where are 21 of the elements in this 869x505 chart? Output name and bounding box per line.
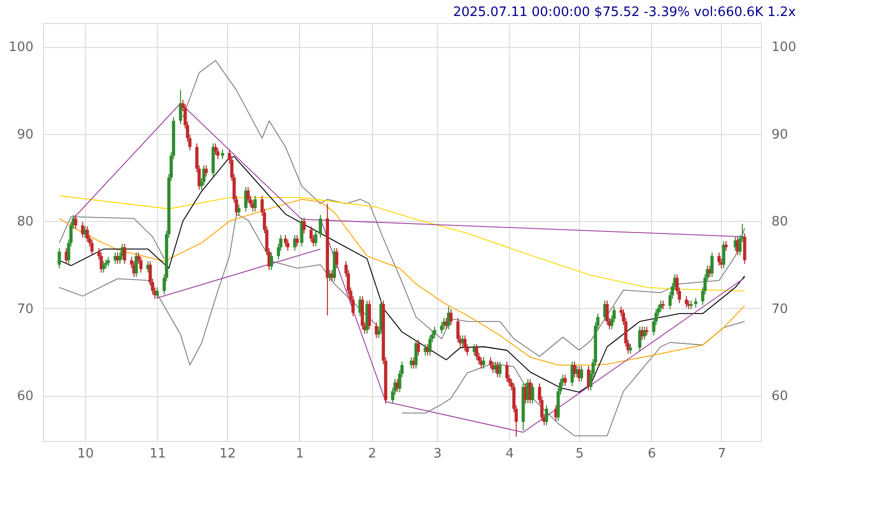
x-tick-label: 6 [648,446,656,462]
x-tick-label: 2 [368,446,376,462]
y2-tick-label: 70 [772,302,788,317]
y2-tick-label: 80 [772,214,788,230]
x-tick-label: 5 [576,446,584,462]
y-tick-label: 100 [8,40,34,56]
x-tick-label: 1 [296,446,304,462]
x-tick-label: 7 [718,446,726,462]
x-tick-label: 4 [506,446,514,462]
y-tick-label: 80 [16,214,34,230]
chart-title: 2025.07.11 00:00:00 $75.52 -3.39% vol:660.6K 1.2x [453,5,796,20]
y-tick-label: 70 [16,302,34,317]
y2-tick-label: 60 [772,389,788,404]
x-tick-label: 12 [219,446,236,462]
y-tick-label: 60 [16,389,34,404]
x-tick-label: 3 [433,446,442,462]
y-tick-label: 90 [16,127,34,142]
y2-tick-label: 90 [772,127,788,142]
x-tick-label: 11 [149,446,166,462]
y2-tick-label: 100 [772,40,796,56]
x-tick-label: 10 [77,446,94,462]
